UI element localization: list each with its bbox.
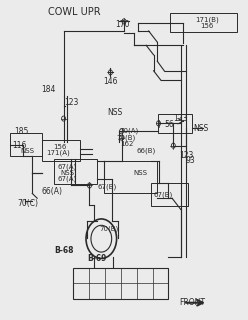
Text: 123: 123 xyxy=(180,151,194,160)
Text: 170: 170 xyxy=(116,20,130,29)
Bar xyxy=(151,183,188,206)
Text: 171(A): 171(A) xyxy=(46,150,70,156)
Text: NSS: NSS xyxy=(60,170,74,176)
Bar xyxy=(10,133,42,156)
Text: NSS: NSS xyxy=(20,148,34,154)
Bar xyxy=(42,140,80,161)
Text: 123: 123 xyxy=(174,114,188,123)
Text: 70(C): 70(C) xyxy=(18,198,39,207)
Text: 67(B): 67(B) xyxy=(154,192,173,198)
Text: 116: 116 xyxy=(12,141,26,150)
Text: 67(B): 67(B) xyxy=(97,184,116,190)
Bar xyxy=(104,161,157,194)
Text: 123: 123 xyxy=(64,98,78,107)
Text: 162: 162 xyxy=(120,141,133,147)
Text: 67(A): 67(A) xyxy=(58,175,77,182)
Text: 66(A): 66(A) xyxy=(42,188,63,196)
Text: 93: 93 xyxy=(186,156,195,165)
Text: 156: 156 xyxy=(53,144,66,150)
Text: 70(B): 70(B) xyxy=(116,134,136,141)
Text: 171(B): 171(B) xyxy=(195,17,218,23)
Text: 156: 156 xyxy=(200,22,213,28)
Text: 66(B): 66(B) xyxy=(137,147,156,154)
Text: NSS: NSS xyxy=(193,124,208,132)
Text: B-68: B-68 xyxy=(54,246,73,255)
Text: 67(A): 67(A) xyxy=(58,164,77,170)
Text: NSS: NSS xyxy=(133,170,147,176)
Bar xyxy=(170,13,237,32)
Bar xyxy=(73,268,168,299)
Text: 70(A): 70(A) xyxy=(119,127,139,134)
Text: FRONT: FRONT xyxy=(179,298,205,307)
Text: COWL UPR: COWL UPR xyxy=(48,7,101,17)
Text: 70(B): 70(B) xyxy=(100,225,119,232)
Text: 185: 185 xyxy=(14,127,28,136)
Text: 146: 146 xyxy=(103,77,118,86)
Bar xyxy=(158,114,192,133)
Text: NSS: NSS xyxy=(108,108,123,117)
Bar xyxy=(55,159,97,184)
Text: 184: 184 xyxy=(42,85,56,94)
Text: B-69: B-69 xyxy=(87,254,107,263)
Text: 56: 56 xyxy=(165,120,175,130)
